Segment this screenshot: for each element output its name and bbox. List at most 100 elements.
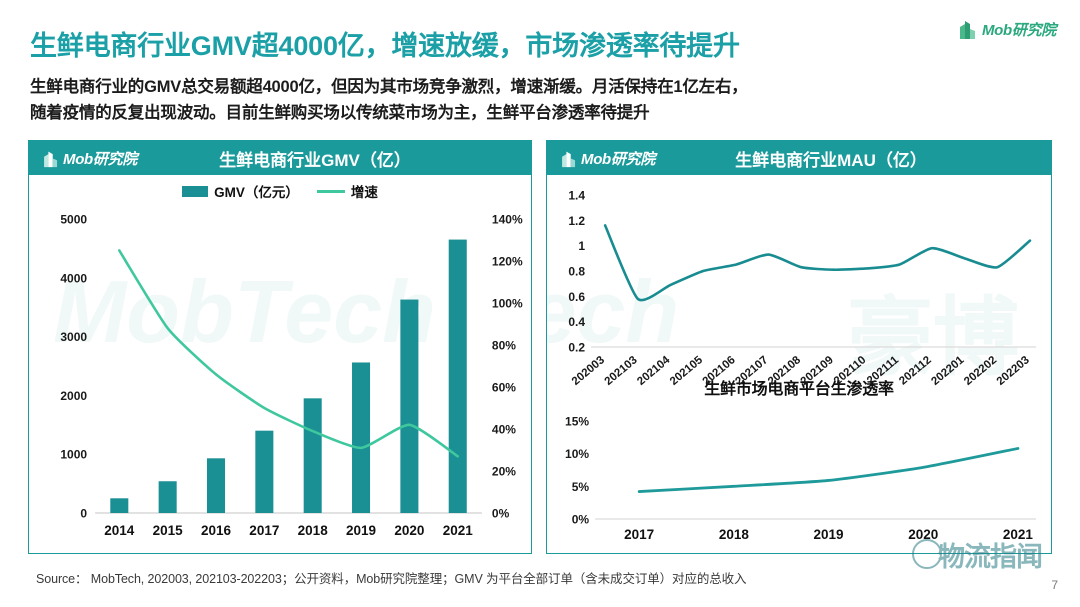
gmv-x-tick: 2020 bbox=[394, 523, 424, 538]
penetration-y-tick: 15% bbox=[565, 415, 589, 429]
penetration-y-axis: 0% 5% 10% 15% bbox=[565, 415, 589, 527]
penetration-y-tick: 10% bbox=[565, 447, 589, 461]
mau-panel-logo: Mob研究院 bbox=[561, 148, 655, 169]
gmv-y2-tick: 0% bbox=[492, 507, 510, 521]
gmv-panel-header: Mob研究院 生鲜电商行业GMV（亿） bbox=[29, 141, 531, 175]
mau-x-tick: 202106 bbox=[701, 354, 738, 388]
gmv-x-tick: 2019 bbox=[346, 523, 376, 538]
brand-logo: Mob研究院 bbox=[959, 18, 1056, 40]
penetration-x-tick: 2017 bbox=[624, 527, 654, 542]
gmv-x-tick: 2016 bbox=[201, 523, 232, 538]
gmv-y-tick: 1000 bbox=[60, 448, 87, 462]
gmv-legend: GMV（亿元） 增速 bbox=[29, 181, 531, 201]
source-note: Source： MobTech, 202003, 202103-202203；公… bbox=[36, 572, 747, 586]
mau-y-tick: 1.4 bbox=[568, 189, 585, 203]
gmv-y2-tick: 80% bbox=[492, 339, 516, 353]
legend-label-growth: 增速 bbox=[350, 185, 378, 200]
legend-item-growth: 增速 bbox=[316, 181, 378, 201]
mau-panel-logo-text: Mob研究院 bbox=[581, 150, 656, 168]
gmv-bar bbox=[352, 362, 371, 513]
subtitle-line-2: 随着疫情的反复出现波动。目前生鲜购买场以传统菜市场为主，生鲜平台渗透率待提升 bbox=[30, 104, 650, 122]
penetration-chart-title: 生鲜市场电商平台生渗透率 bbox=[704, 381, 894, 398]
legend-label-gmv: GMV（亿元） bbox=[214, 185, 299, 200]
gmv-bar bbox=[110, 498, 129, 513]
gmv-y-tick: 4000 bbox=[60, 271, 87, 285]
mau-y-tick: 0.8 bbox=[568, 265, 585, 279]
mau-y-tick: 0.4 bbox=[568, 315, 585, 329]
gmv-y2-tick: 20% bbox=[492, 465, 516, 479]
mau-panel-header: Mob研究院 生鲜电商行业MAU（亿） bbox=[547, 141, 1051, 175]
mau-x-tick: 202104 bbox=[635, 354, 673, 388]
mob-building-icon bbox=[562, 151, 576, 167]
penetration-x-tick: 2018 bbox=[719, 527, 750, 542]
gmv-growth-line bbox=[118, 249, 460, 458]
gmv-panel-body: MobTech GMV（亿元） 增速 0 1000 2000 3000 4000 5000… bbox=[29, 175, 531, 553]
mau-x-tick: 202111 bbox=[865, 354, 902, 387]
legend-line-swatch bbox=[316, 189, 345, 193]
mau-y-tick: 0.2 bbox=[568, 341, 585, 355]
gmv-bar bbox=[303, 398, 322, 513]
gmv-y-axis-left: 0 1000 2000 3000 4000 5000 bbox=[60, 213, 87, 521]
mau-x-tick: 202105 bbox=[668, 354, 706, 388]
mau-x-tick: 202110 bbox=[832, 354, 869, 387]
mau-panel-body: Tech 豪博 生鲜市场电商平台生渗透率 0.20.40.60.811.21.4… bbox=[547, 175, 1051, 553]
mau-x-tick: 202112 bbox=[897, 354, 934, 387]
penetration-x-tick: 2021 bbox=[1003, 527, 1034, 542]
gmv-y-tick: 2000 bbox=[60, 389, 87, 403]
gmv-y-tick: 3000 bbox=[60, 330, 87, 344]
gmv-x-tick: 2015 bbox=[153, 523, 184, 538]
gmv-y2-tick: 140% bbox=[492, 213, 523, 227]
mob-building-icon bbox=[959, 21, 975, 39]
mau-y-tick: 1.2 bbox=[568, 214, 585, 228]
mau-x-tick: 202108 bbox=[766, 354, 804, 388]
legend-bar-swatch bbox=[182, 185, 209, 197]
mau-y-axis: 0.2 0.4 0.6 0.8 1 1.2 1.4 bbox=[568, 189, 585, 355]
penetration-y-tick: 0% bbox=[572, 513, 590, 527]
gmv-bar bbox=[206, 458, 226, 513]
gmv-x-tick: 2014 bbox=[104, 523, 135, 538]
gmv-panel-logo-text: Mob研究院 bbox=[63, 150, 138, 168]
penetration-line-series bbox=[637, 447, 1020, 493]
page-number: 7 bbox=[1051, 578, 1058, 592]
gmv-bar-series bbox=[110, 239, 467, 513]
gmv-x-axis: 2014 2015 2016 2017 2018 2019 2020 2021 bbox=[104, 523, 473, 538]
mau-panel: Mob研究院 生鲜电商行业MAU（亿） Tech 豪博 生鲜市场电商平台生渗透率… bbox=[546, 140, 1052, 554]
mau-x-tick: 202202 bbox=[962, 354, 999, 388]
mau-line-series bbox=[603, 224, 1032, 302]
mau-x-tick: 202103 bbox=[603, 354, 640, 388]
gmv-x-tick: 2017 bbox=[249, 523, 279, 538]
mau-y-tick: 0.6 bbox=[568, 290, 585, 304]
brand-logo-text: Mob研究院 bbox=[981, 21, 1056, 39]
mau-x-tick: 202107 bbox=[733, 354, 770, 388]
gmv-x-tick: 2018 bbox=[298, 523, 329, 538]
gmv-y2-tick: 120% bbox=[492, 255, 523, 269]
gmv-x-tick: 2021 bbox=[443, 523, 474, 538]
penetration-x-axis: 2017 2018 2019 2020 2021 bbox=[624, 527, 1033, 542]
mau-chart-canvas: 0.20.40.60.811.21.4 20200320210320210420… bbox=[565, 189, 1036, 542]
legend-item-gmv: GMV（亿元） bbox=[182, 181, 299, 201]
mau-x-tick: 202109 bbox=[799, 354, 836, 388]
mau-x-tick: 202203 bbox=[995, 354, 1032, 388]
penetration-y-tick: 5% bbox=[572, 480, 590, 494]
mau-x-tick: 202003 bbox=[570, 354, 607, 388]
mau-x-tick: 202201 bbox=[929, 354, 967, 388]
mau-y-tick: 1 bbox=[578, 239, 585, 253]
page-title: 生鲜电商行业GMV超4000亿，增速放缓，市场渗透率待提升 bbox=[30, 31, 740, 61]
gmv-chart-canvas: 0 1000 2000 3000 4000 5000 0% 20% 40% 60% 80% 100%… bbox=[60, 213, 523, 538]
gmv-bar bbox=[400, 299, 419, 513]
gmv-bar bbox=[255, 430, 274, 513]
penetration-x-tick: 2019 bbox=[814, 527, 844, 542]
gmv-bar bbox=[158, 481, 177, 513]
gmv-y2-tick: 40% bbox=[492, 423, 516, 437]
subtitle-line-1: 生鲜电商行业的GMV总交易额超4000亿，但因为其市场竞争激烈，增速渐缓。月活保… bbox=[30, 78, 748, 96]
page-subtitle: 生鲜电商行业的GMV总交易额超4000亿，但因为其市场竞争激烈，增速渐缓。月活保… bbox=[30, 74, 1050, 126]
gmv-y2-tick: 60% bbox=[492, 381, 516, 395]
penetration-x-tick: 2020 bbox=[908, 527, 938, 542]
gmv-y2-tick: 100% bbox=[492, 297, 523, 311]
gmv-panel: Mob研究院 生鲜电商行业GMV（亿） MobTech GMV（亿元） 增速 0… bbox=[28, 140, 532, 554]
mau-x-axis: 2020032021032021042021052021062021072021… bbox=[570, 354, 1032, 388]
gmv-y-axis-right: 0% 20% 40% 60% 80% 100% 120% 140% bbox=[492, 213, 523, 521]
gmv-y-tick: 0 bbox=[80, 507, 87, 521]
gmv-panel-logo: Mob研究院 bbox=[43, 148, 137, 169]
